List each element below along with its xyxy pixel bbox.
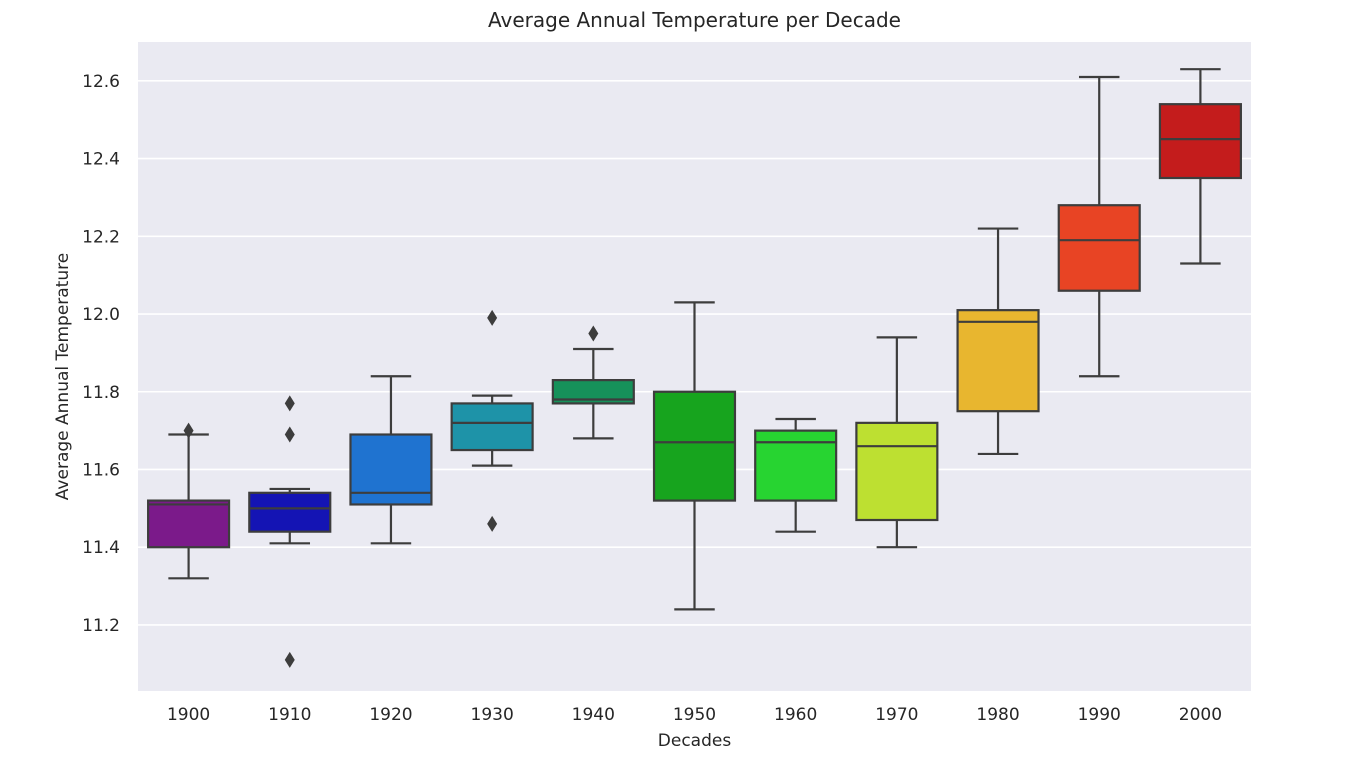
box-iqr bbox=[248, 491, 332, 533]
box-iqr bbox=[956, 309, 1040, 413]
y-tick-label: 11.4 bbox=[82, 538, 120, 558]
x-tick-label: 1970 bbox=[875, 705, 918, 725]
x-axis-ticks: 1900 1910 1920 1930 1940 1950 1960 1970 1980 1990… bbox=[167, 705, 1222, 725]
outlier-point bbox=[588, 325, 599, 342]
box-iqr bbox=[652, 390, 737, 502]
y-tick-label: 11.2 bbox=[82, 616, 120, 636]
outlier-point bbox=[487, 309, 498, 326]
x-tick-label: 1990 bbox=[1078, 705, 1121, 725]
box-1910 bbox=[248, 395, 332, 668]
box-1900 bbox=[147, 422, 231, 580]
outlier-point bbox=[284, 426, 295, 443]
box-1990 bbox=[1057, 75, 1141, 378]
outlier-point bbox=[284, 651, 295, 668]
box-iqr bbox=[754, 429, 838, 502]
x-tick-label: 1930 bbox=[471, 705, 514, 725]
outlier-point bbox=[487, 515, 498, 532]
box-1930 bbox=[450, 309, 534, 532]
y-tick-label: 11.8 bbox=[82, 383, 120, 403]
box-iqr bbox=[855, 421, 939, 522]
x-tick-label: 1950 bbox=[673, 705, 716, 725]
box-iqr bbox=[1158, 103, 1242, 180]
box-iqr bbox=[147, 499, 231, 549]
x-tick-label: 1940 bbox=[572, 705, 615, 725]
box-iqr bbox=[551, 379, 635, 405]
y-tick-label: 12.4 bbox=[82, 150, 120, 170]
x-tick-label: 1910 bbox=[268, 705, 311, 725]
y-tick-label: 12.2 bbox=[82, 227, 120, 247]
x-tick-label: 1980 bbox=[976, 705, 1019, 725]
box-1920 bbox=[349, 375, 433, 545]
y-tick-label: 11.6 bbox=[82, 460, 120, 480]
outlier-point bbox=[183, 422, 194, 439]
x-tick-label: 2000 bbox=[1179, 705, 1222, 725]
box-iqr bbox=[1057, 204, 1141, 292]
outlier-point bbox=[284, 395, 295, 412]
box-series bbox=[147, 68, 1242, 668]
y-tick-label: 12.6 bbox=[82, 72, 120, 92]
box-iqr bbox=[349, 433, 433, 506]
y-axis-ticks: 11.2 11.4 11.6 11.8 12.0 12.2 12.4 12.6 bbox=[82, 72, 120, 636]
x-tick-label: 1960 bbox=[774, 705, 817, 725]
box-1970 bbox=[855, 336, 939, 549]
box-1950 bbox=[652, 301, 737, 611]
box-1940 bbox=[551, 325, 635, 440]
chart-title: Average Annual Temperature per Decade bbox=[488, 8, 901, 32]
box-1980 bbox=[956, 227, 1040, 456]
x-tick-label: 1900 bbox=[167, 705, 210, 725]
box-iqr bbox=[450, 402, 534, 452]
x-tick-label: 1920 bbox=[369, 705, 412, 725]
x-axis-title: Decades bbox=[658, 731, 732, 751]
box-1960 bbox=[754, 417, 838, 533]
box-2000 bbox=[1158, 68, 1242, 265]
y-axis-title: Average Annual Temperature bbox=[53, 253, 73, 500]
y-tick-label: 12.0 bbox=[82, 305, 120, 325]
